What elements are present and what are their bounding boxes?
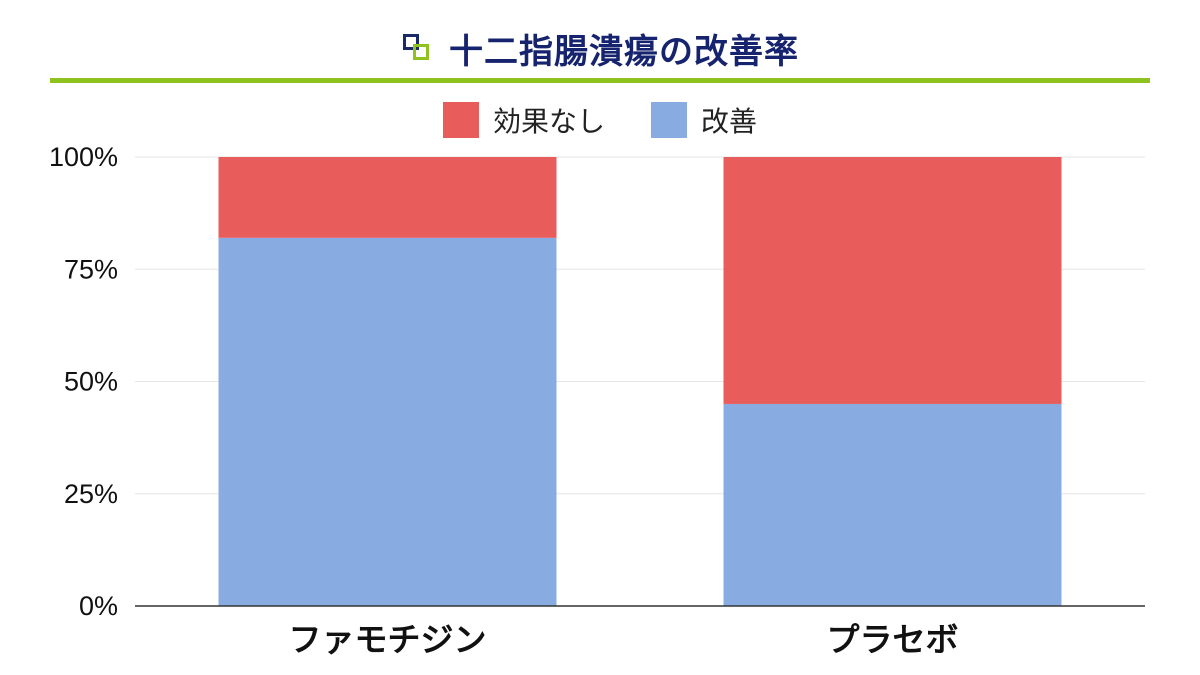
y-tick-label: 75% — [64, 254, 118, 284]
legend-swatch-no-effect — [442, 102, 479, 138]
y-tick-label: 50% — [64, 367, 118, 397]
x-tick-label: プラセボ — [827, 620, 959, 659]
legend-item-no-effect: 効果なし — [442, 100, 605, 140]
title-underline — [50, 78, 1150, 83]
y-tick-label: 100% — [49, 142, 118, 172]
bar-segment-improved — [723, 403, 1062, 606]
bar-segment-improved — [218, 237, 557, 606]
x-tick-label: ファモチジン — [289, 620, 487, 659]
y-tick-label: 0% — [79, 591, 118, 621]
page-title: 十二指腸潰瘍の改善率 — [449, 31, 799, 72]
chart-header: 十二指腸潰瘍の改善率 — [0, 18, 1200, 78]
legend-label-no-effect: 効果なし — [492, 105, 605, 138]
overlapping-squares-icon — [401, 31, 435, 65]
legend-label-improved: 改善 — [701, 105, 758, 138]
bar-segment-no-effect — [723, 157, 1062, 404]
bar-segment-no-effect — [218, 157, 557, 238]
y-tick-label: 25% — [64, 479, 118, 509]
legend-item-improved: 改善 — [651, 100, 757, 140]
chart-legend: 効果なし 改善 — [0, 100, 1200, 140]
legend-swatch-improved — [651, 102, 687, 138]
